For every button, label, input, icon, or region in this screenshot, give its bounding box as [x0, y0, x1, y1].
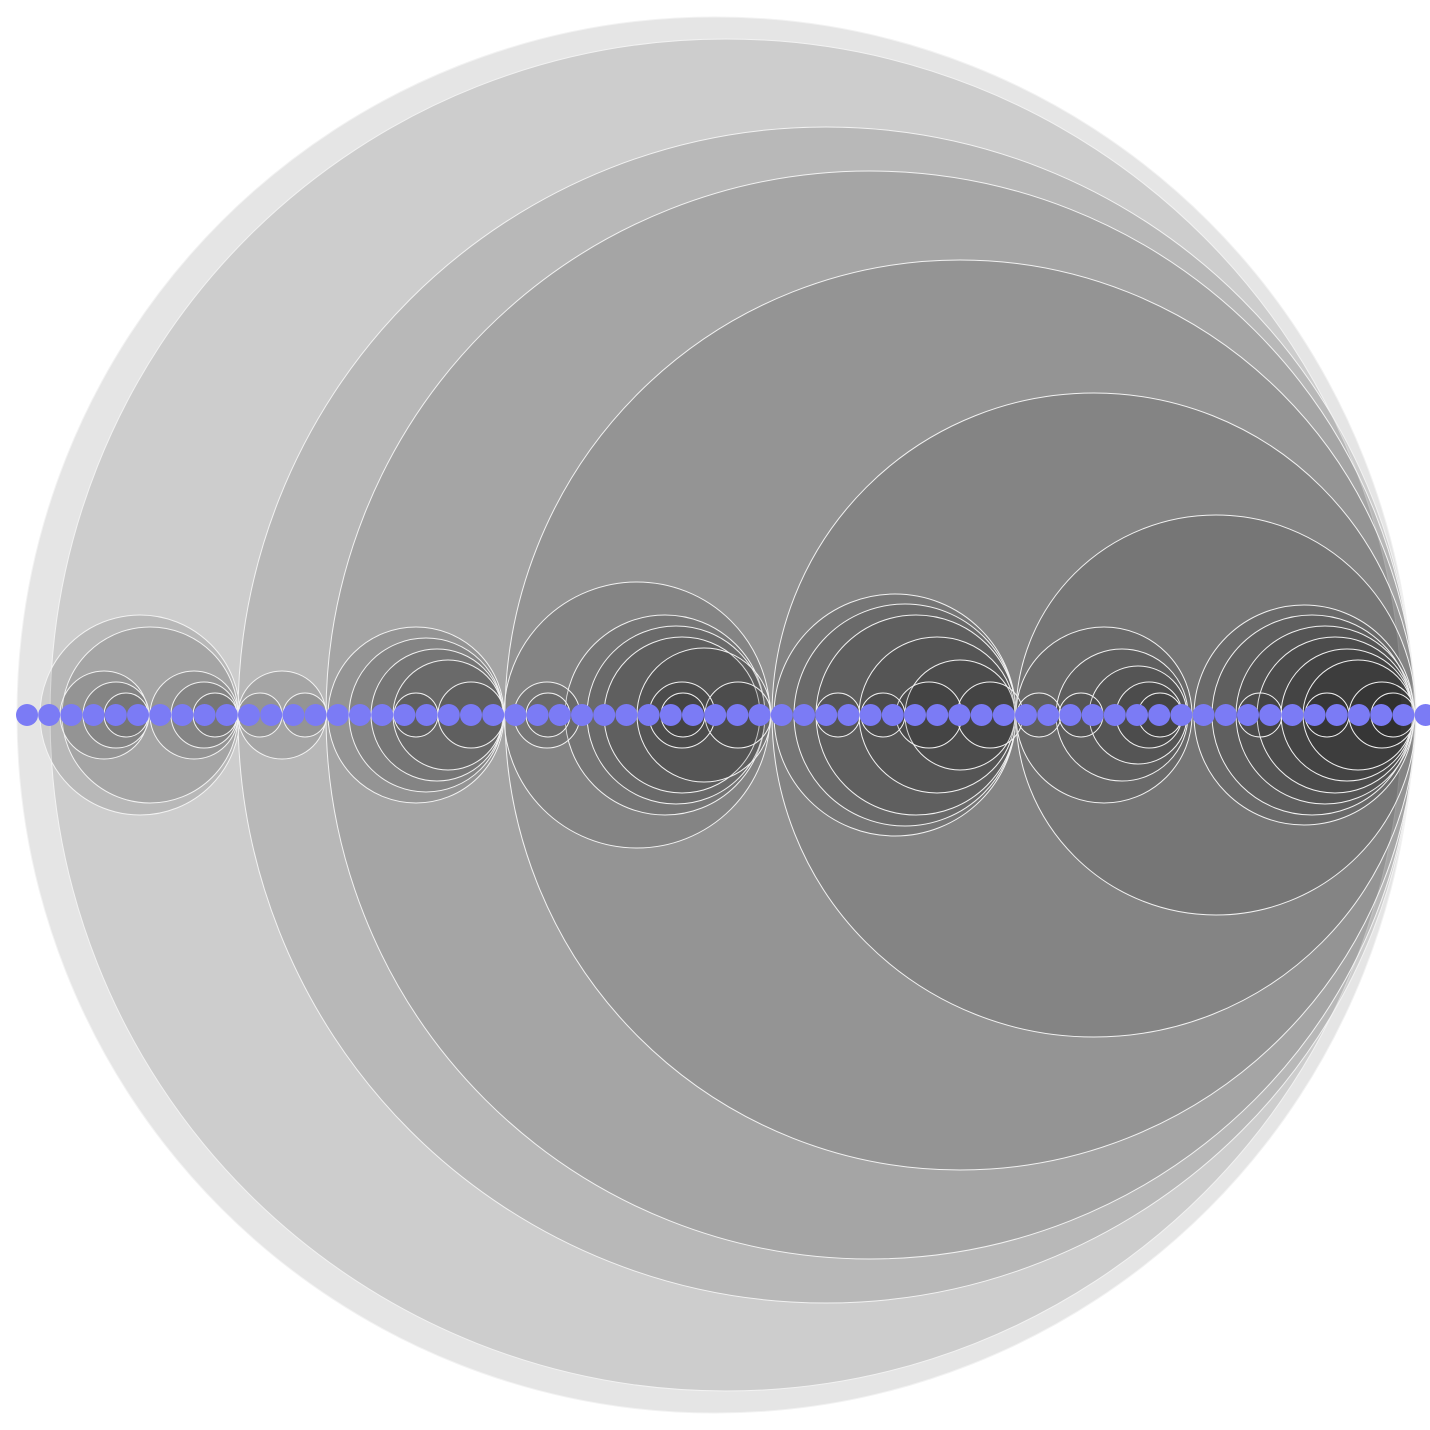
leaf-node-15	[326, 704, 349, 726]
leaf-node-51	[1126, 704, 1148, 726]
leaf-node-57	[1259, 704, 1282, 726]
leaf-node-25	[548, 704, 571, 726]
leaf-node-60	[1325, 704, 1348, 726]
leaf-node-39	[859, 704, 882, 726]
leaf-node-2	[38, 704, 61, 726]
leaf-node-48	[1059, 704, 1082, 726]
leaf-node-50	[1103, 704, 1126, 726]
leaf-node-38	[837, 704, 860, 726]
leaf-node-64	[1414, 704, 1430, 726]
leaf-node-63	[1392, 704, 1415, 726]
leaf-node-47	[1037, 704, 1060, 726]
leaf-node-53	[1170, 704, 1193, 726]
leaf-node-29	[637, 704, 660, 726]
leaf-node-44	[970, 704, 993, 726]
leaf-node-16	[349, 704, 371, 726]
leaf-node-24	[526, 704, 549, 726]
leaf-node-40	[881, 704, 904, 726]
leaf-node-34	[748, 704, 771, 726]
leaf-node-18	[393, 704, 416, 726]
leaf-node-61	[1348, 704, 1370, 726]
leaf-node-7	[149, 704, 172, 726]
leaf-node-56	[1237, 704, 1259, 726]
leaf-nodes	[16, 704, 1430, 726]
leaf-node-17	[371, 704, 394, 726]
leaf-node-20	[437, 704, 460, 726]
leaf-node-52	[1148, 704, 1171, 726]
leaf-node-11	[238, 704, 260, 726]
leaf-node-45	[992, 704, 1015, 726]
leaf-node-13	[282, 704, 305, 726]
leaf-node-49	[1081, 704, 1104, 726]
leaf-node-42	[926, 704, 949, 726]
leaf-node-5	[104, 704, 127, 726]
leaf-node-23	[504, 704, 527, 726]
leaf-node-35	[770, 704, 793, 726]
leaf-node-14	[304, 704, 327, 726]
leaf-node-62	[1370, 704, 1393, 726]
leaf-node-22	[482, 704, 505, 726]
leaf-node-21	[460, 704, 482, 726]
leaf-node-19	[415, 704, 438, 726]
leaf-node-32	[704, 704, 727, 726]
leaf-node-9	[193, 704, 216, 726]
leaf-node-1	[16, 704, 38, 726]
leaf-node-43	[948, 704, 971, 726]
leaf-node-30	[659, 704, 682, 726]
leaf-node-8	[171, 704, 194, 726]
leaf-node-46	[1015, 704, 1037, 726]
leaf-node-33	[726, 704, 749, 726]
leaf-node-10	[215, 704, 238, 726]
leaf-node-37	[815, 704, 838, 726]
leaf-node-54	[1192, 704, 1215, 726]
leaf-node-55	[1214, 704, 1237, 726]
leaf-node-41	[904, 704, 926, 726]
leaf-node-36	[793, 704, 815, 726]
leaf-node-3	[60, 704, 83, 726]
leaf-node-59	[1303, 704, 1326, 726]
leaf-node-58	[1281, 704, 1304, 726]
leaf-node-27	[593, 704, 616, 726]
leaf-node-12	[260, 704, 283, 726]
leaf-node-6	[127, 704, 149, 726]
leaf-node-31	[682, 704, 704, 726]
leaf-node-28	[615, 704, 638, 726]
leaf-node-4	[82, 704, 105, 726]
leaf-node-26	[571, 704, 593, 726]
